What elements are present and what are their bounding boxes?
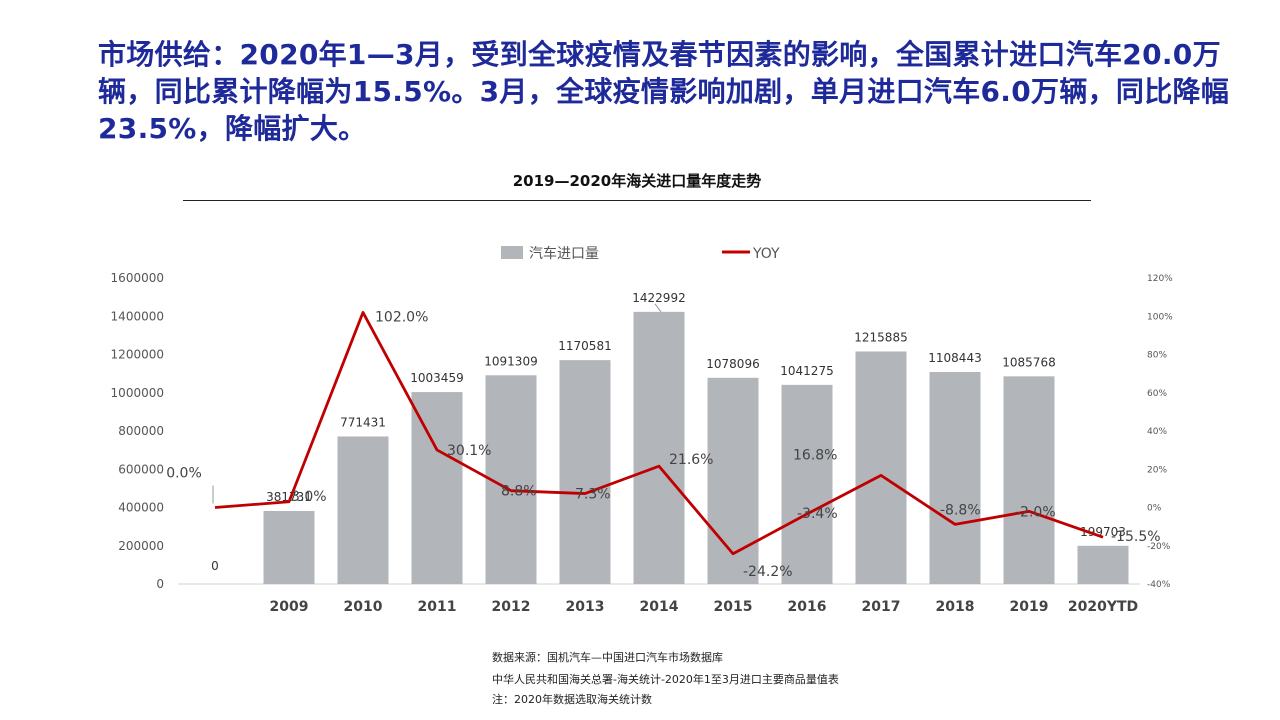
left-axis-tick-label: 600000 (118, 462, 164, 476)
bar (411, 392, 463, 584)
x-axis-tick-label: 2019 (1010, 599, 1049, 615)
bar (485, 375, 537, 584)
legend-bar-swatch (501, 246, 523, 259)
yoy-value-label: -15.5% (1111, 529, 1161, 545)
bar (337, 436, 389, 584)
yoy-value-label: 21.6% (669, 452, 713, 468)
bar-value-label: 1078096 (706, 357, 759, 371)
right-axis-tick-label: 20% (1147, 465, 1167, 475)
bar-value-label: 0 (211, 559, 219, 573)
x-axis-tick-label: 2020YTD (1068, 599, 1138, 615)
left-axis-tick-label: 1200000 (111, 348, 164, 362)
yoy-value-label: -3.4% (797, 506, 838, 522)
right-axis-tick-label: 40% (1147, 427, 1167, 437)
legend-line-label: YOY (752, 246, 780, 262)
bar-value-label: 1091309 (484, 354, 537, 368)
yoy-value-label: 30.1% (447, 443, 491, 459)
bar (707, 377, 759, 584)
x-axis-tick-label: 2016 (788, 599, 827, 615)
chart-title: 2019—2020年海关进口量年度走势 (512, 172, 762, 190)
bar-value-label: 1041275 (780, 364, 833, 378)
right-axis-tick-label: -40% (1147, 580, 1171, 590)
yoy-value-label: 102.0% (375, 309, 428, 325)
bar-value-label: 1108443 (928, 351, 981, 365)
legend-bar-label: 汽车进口量 (529, 245, 599, 262)
bar-value-label: 199703 (1080, 525, 1126, 539)
source-note-3: 注：2020年数据选取海关统计数 (492, 693, 652, 706)
bar (781, 384, 833, 584)
bar (929, 372, 981, 584)
yoy-value-label: 0.0% (166, 466, 202, 482)
bar-value-label: 1215885 (854, 330, 907, 344)
left-axis-tick-label: 0 (156, 577, 164, 591)
yoy-value-label: -24.2% (743, 564, 793, 580)
yoy-value-label: 7.3% (575, 487, 611, 503)
x-axis-tick-label: 2018 (936, 599, 975, 615)
x-axis-tick-label: 2012 (492, 599, 531, 615)
x-axis-tick-label: 2013 (566, 599, 605, 615)
source-note-1: 数据来源：国机汽车—中国进口汽车市场数据库 (492, 651, 723, 664)
yoy-line (214, 311, 1104, 556)
right-axis-tick-label: 0% (1147, 504, 1162, 514)
left-axis-tick-label: 800000 (118, 424, 164, 438)
yoy-value-label: 16.8% (793, 447, 837, 463)
left-axis-tick-label: 400000 (118, 501, 164, 515)
yoy-value-label: -8.8% (940, 502, 981, 518)
bar (855, 351, 907, 584)
right-axis-tick-label: 120% (1147, 274, 1173, 284)
right-axis-tick-label: -20% (1147, 542, 1171, 552)
bar-value-label: 1085768 (1002, 355, 1055, 369)
x-axis-tick-label: 2011 (418, 599, 457, 615)
x-axis-tick-label: 2009 (270, 599, 309, 615)
bar (263, 510, 315, 584)
right-axis-tick-label: 80% (1147, 351, 1167, 361)
bar-value-label: 1170581 (558, 339, 611, 353)
right-axis-tick-label: 100% (1147, 312, 1173, 322)
right-axis-tick-label: 60% (1147, 389, 1167, 399)
source-note-2: 中华人民共和国海关总署-海关统计-2020年1至3月进口主要商品量值表 (492, 673, 839, 686)
left-axis-tick-label: 200000 (118, 539, 164, 553)
left-axis-tick-label: 1400000 (111, 309, 164, 323)
bar-value-label: 381731 (266, 490, 312, 504)
x-axis-tick-label: 2017 (862, 599, 901, 615)
bar (1077, 545, 1129, 584)
x-axis-tick-label: 2010 (344, 599, 383, 615)
bar-value-label: 1422992 (632, 291, 685, 305)
yoy-value-label: 3.0% (291, 489, 327, 505)
bar (1003, 376, 1055, 584)
bar-value-label: 1003459 (410, 371, 463, 385)
x-axis-tick-label: 2014 (640, 599, 679, 615)
headline: 市场供给：2020年1—3月，受到全球疫情及春节因素的影响，全国累计进口汽车20… (98, 38, 1230, 145)
yoy-value-label: 8.8% (501, 484, 537, 500)
bar (633, 311, 685, 584)
left-axis-tick-label: 1000000 (111, 386, 164, 400)
bar (559, 360, 611, 584)
left-axis-tick-label: 1600000 (111, 271, 164, 285)
bar-label-leader (654, 303, 662, 313)
title-divider (183, 200, 1091, 201)
x-axis-tick-label: 2015 (714, 599, 753, 615)
yoy-value-label: -2.0% (1015, 504, 1056, 520)
bar-value-label: 771431 (340, 415, 386, 429)
